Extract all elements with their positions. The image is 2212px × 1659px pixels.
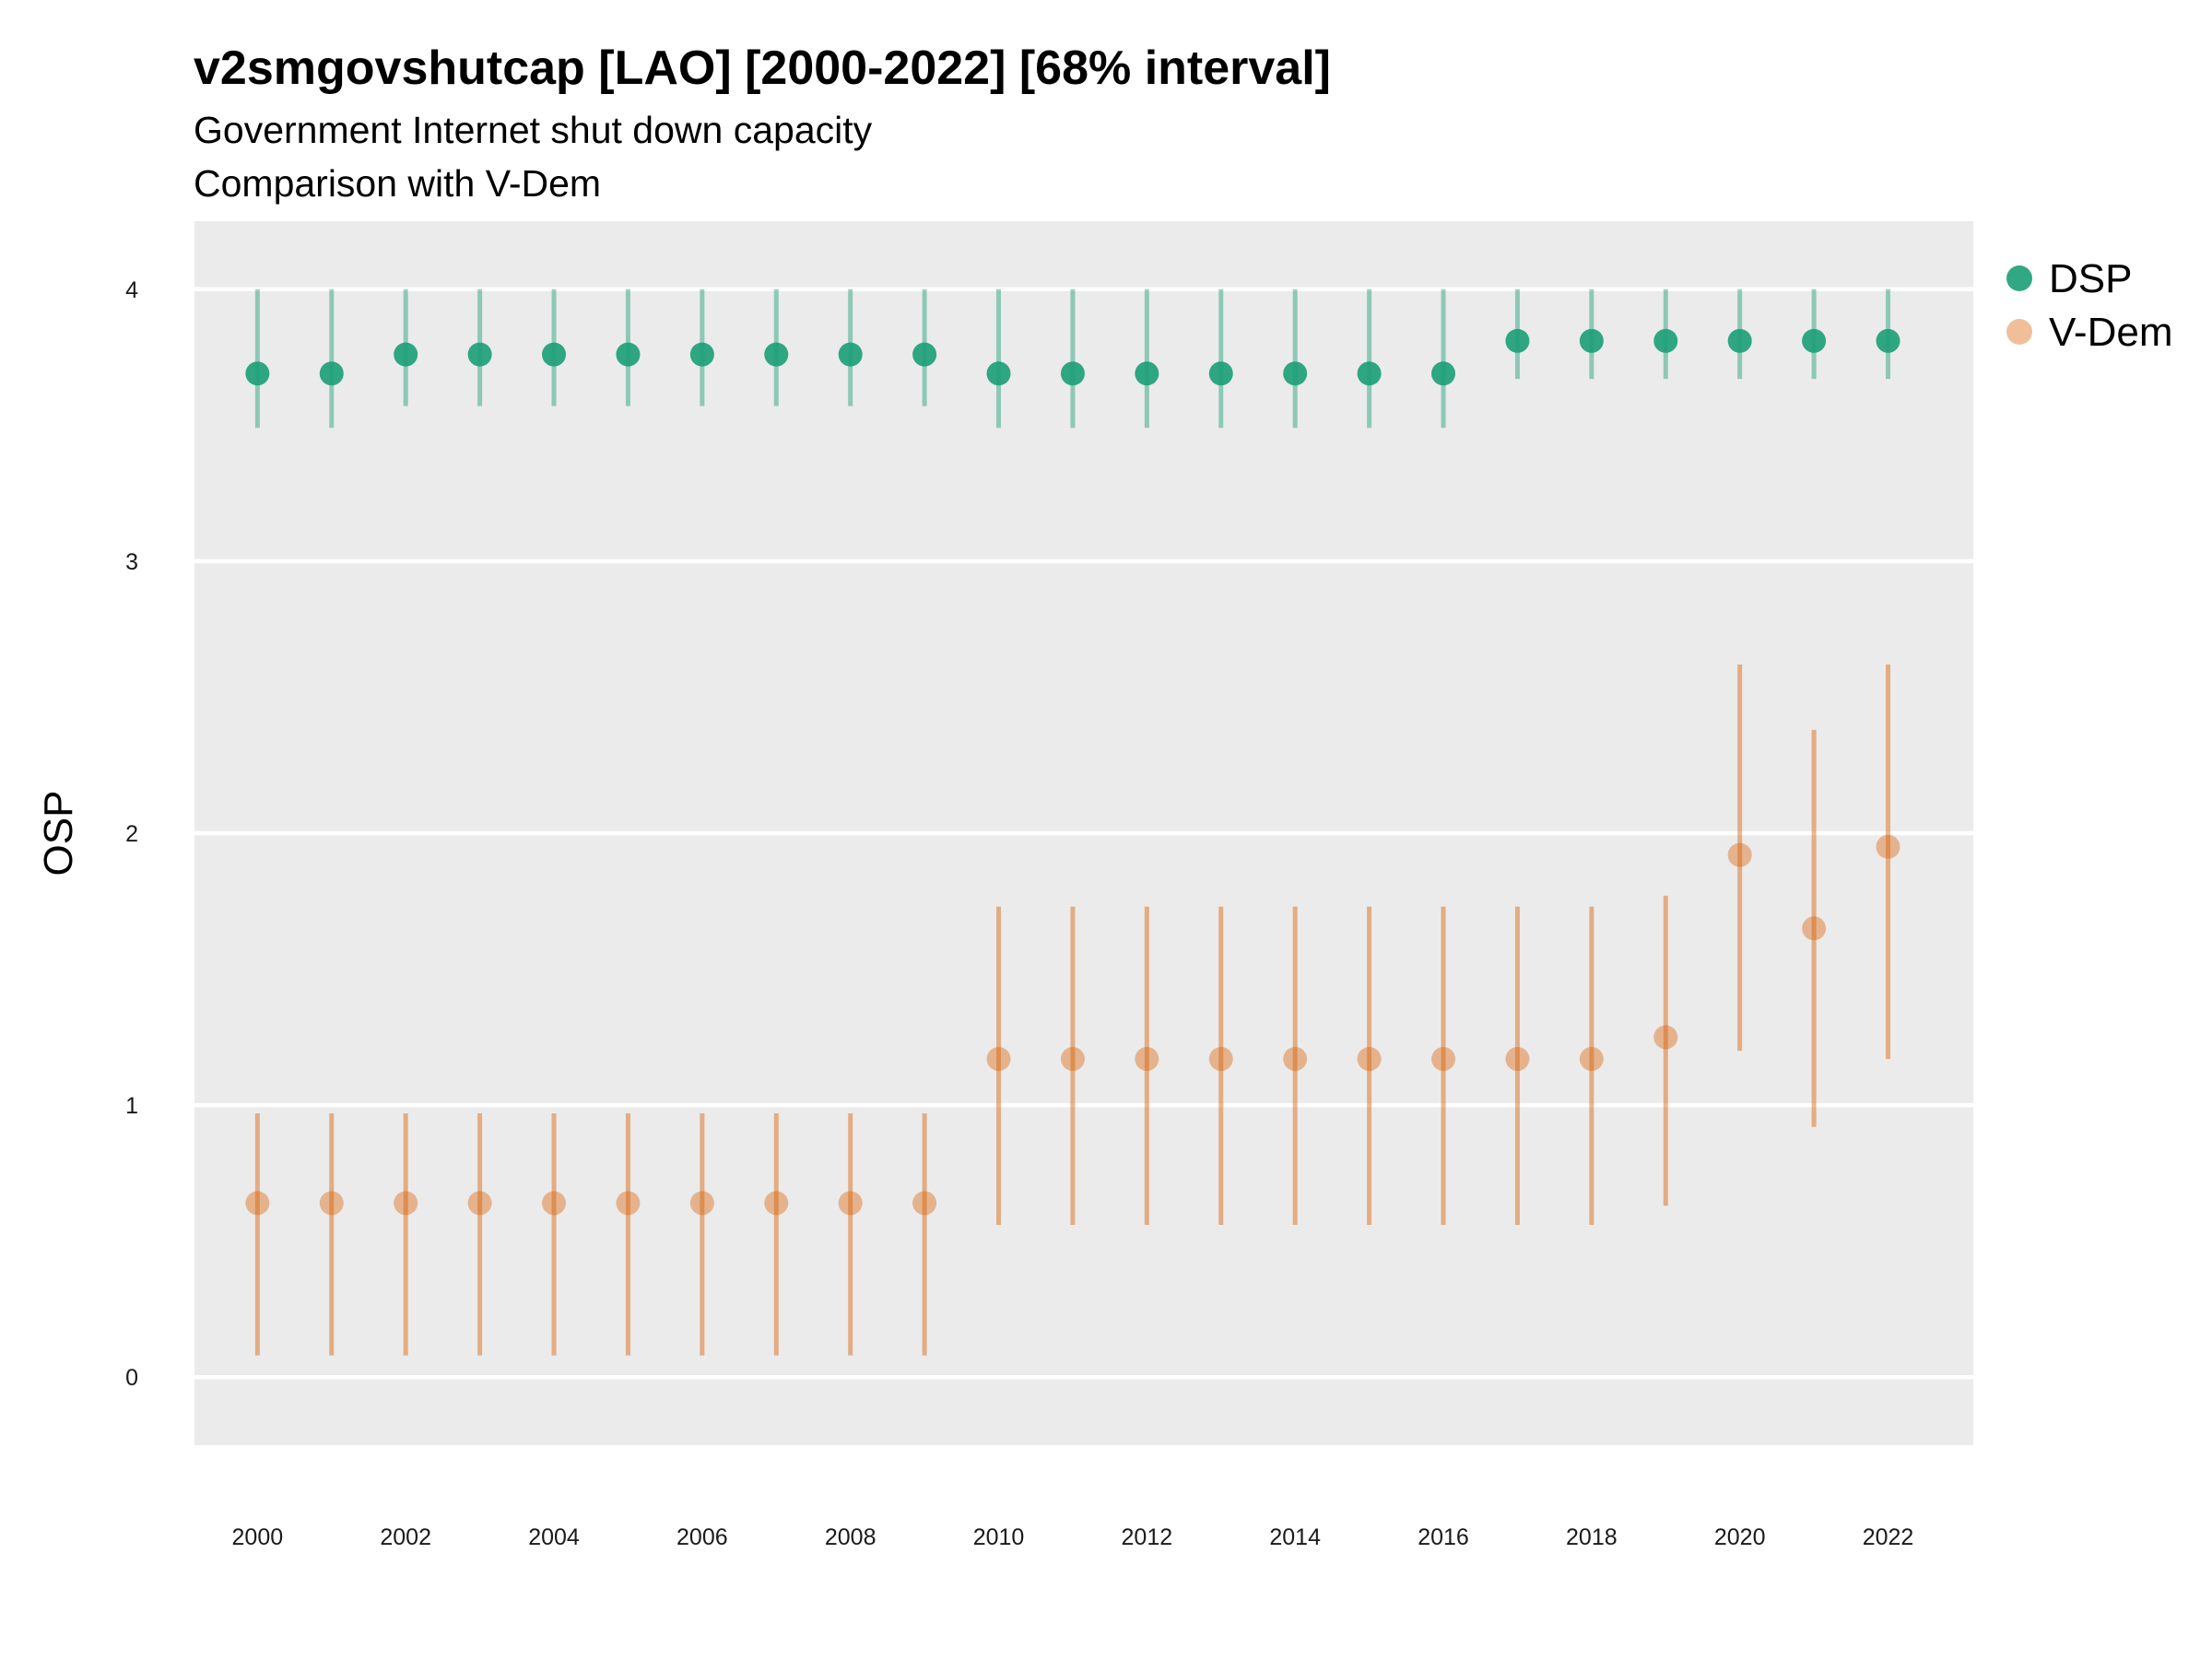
x-tick-label: 2022 [1863,1524,1914,1550]
legend-label-dsp: DSP [2049,256,2132,301]
dsp-point-2012 [1135,361,1159,386]
x-tick-label: 2016 [1418,1524,1469,1550]
y-tick-labels: 0 1 2 3 4 [125,277,138,1391]
dsp-point-2010 [986,361,1011,386]
dsp-point-2003 [467,342,492,367]
dsp-point-2016 [1431,361,1456,386]
v-dem-point-2014 [1283,1046,1308,1071]
dsp-point-2013 [1208,361,1233,386]
v-dem-point-2008 [838,1191,863,1216]
dsp-point-2007 [764,342,789,367]
legend-item-v-dem: V-Dem [2006,310,2172,355]
v-dem-point-2012 [1135,1046,1159,1071]
y-tick-label: 4 [125,277,138,303]
grid-lines [194,287,1973,1380]
legend-key-dsp [2006,265,2032,291]
v-dem-point-2015 [1357,1046,1382,1071]
legend-key-v-dem [2006,319,2032,345]
data-series [245,288,1900,1356]
legend-item-dsp: DSP [2006,256,2132,301]
v-dem-point-2022 [1876,834,1900,859]
series-v-dem [245,665,1900,1356]
x-tick-label: 2002 [380,1524,431,1550]
x-tick-label: 2004 [528,1524,580,1550]
v-dem-point-2005 [616,1191,641,1216]
x-tick-label: 2010 [973,1524,1025,1550]
v-dem-point-2011 [1060,1046,1085,1071]
dsp-point-2005 [616,342,641,367]
dsp-point-2000 [245,361,270,386]
v-dem-point-2013 [1208,1046,1233,1071]
v-dem-point-2007 [764,1191,789,1216]
x-tick-label: 2018 [1566,1524,1618,1550]
v-dem-point-2017 [1505,1046,1530,1071]
x-tick-label: 2000 [232,1524,284,1550]
x-tick-label: 2012 [1122,1524,1173,1550]
y-tick-label: 2 [125,821,138,847]
dsp-point-2021 [1802,328,1827,353]
dsp-point-2002 [394,342,418,367]
v-dem-point-2002 [394,1191,418,1216]
dsp-point-2020 [1727,328,1752,353]
x-tick-label: 2020 [1714,1524,1766,1550]
y-axis-label: OSP [36,791,81,877]
chart-subtitle-line-1: Government Internet shut down capacity [194,109,873,151]
v-dem-point-2020 [1727,842,1752,867]
dsp-point-2009 [912,342,937,367]
dsp-point-2011 [1060,361,1085,386]
v-dem-point-2019 [1653,1025,1678,1050]
v-dem-point-2006 [689,1191,714,1216]
legend: DSP V-Dem [2006,256,2172,355]
dsp-point-2017 [1505,328,1530,353]
dsp-point-2014 [1283,361,1308,386]
v-dem-point-2021 [1802,916,1827,941]
v-dem-point-2003 [467,1191,492,1216]
v-dem-point-2009 [912,1191,937,1216]
v-dem-point-2001 [319,1191,344,1216]
v-dem-point-2016 [1431,1046,1456,1071]
x-tick-label: 2014 [1269,1524,1321,1550]
v-dem-point-2000 [245,1191,270,1216]
series-dsp [245,288,1900,429]
dsp-point-2001 [319,361,344,386]
dsp-point-2006 [689,342,714,367]
dsp-point-2018 [1579,328,1604,353]
dsp-point-2015 [1357,361,1382,386]
dsp-point-2019 [1653,328,1678,353]
y-tick-label: 0 [125,1365,138,1391]
x-tick-label: 2008 [825,1524,877,1550]
legend-label-v-dem: V-Dem [2049,310,2172,355]
chart-subtitle-line-2: Comparison with V-Dem [194,162,602,205]
v-dem-point-2018 [1579,1046,1604,1071]
chart-title: v2smgovshutcap [LAO] [2000-2022] [68% in… [194,41,1331,95]
dsp-point-2008 [838,342,863,367]
x-tick-label: 2006 [677,1524,728,1550]
dsp-point-2022 [1876,328,1900,353]
y-tick-label: 1 [125,1093,138,1119]
x-tick-labels: 2000 2002 2004 2006 2008 2010 2012 2014 2016 2018… [232,1524,1914,1550]
dsp-point-2004 [542,342,567,367]
v-dem-point-2010 [986,1046,1011,1071]
y-tick-label: 3 [125,549,138,575]
v-dem-point-2004 [542,1191,567,1216]
